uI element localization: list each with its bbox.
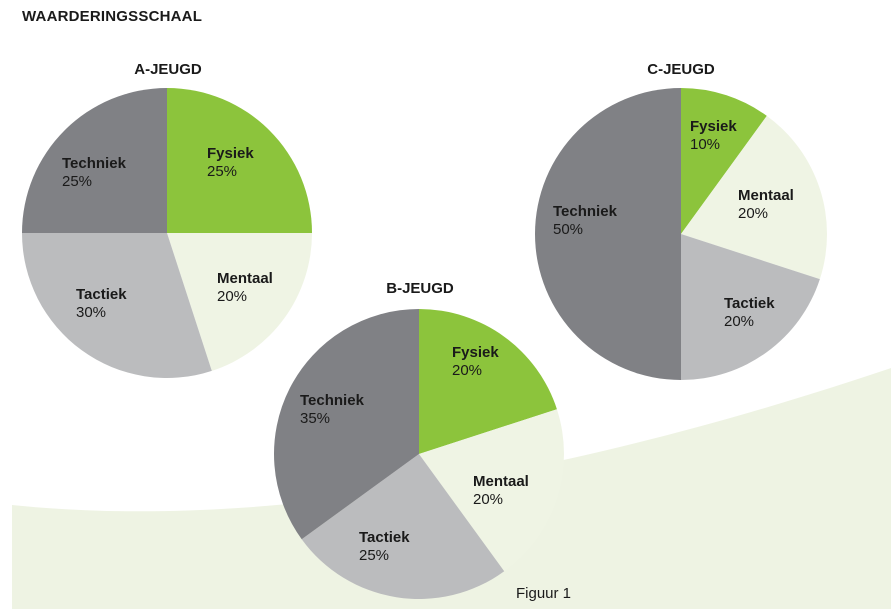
- slice-value-label: 20%: [724, 313, 754, 330]
- pie-slice-a-jeugd-mentaal: [167, 233, 312, 371]
- slice-category-label: Techniek: [553, 203, 618, 220]
- slice-value-label: 25%: [359, 547, 389, 564]
- pie-charts: Fysiek 25%Mentaal 20%Tactiek 30%Techniek 25%…: [22, 88, 827, 599]
- slice-label-a-jeugd-mentaal: Mentaal 20%: [217, 270, 273, 305]
- slice-category-label: Fysiek: [452, 344, 499, 361]
- slice-category-label: Tactiek: [724, 295, 775, 312]
- pie-slice-b-jeugd-mentaal: [419, 409, 564, 572]
- pie-slice-b-jeugd-fysiek: [419, 309, 557, 454]
- slice-value-label: 30%: [76, 304, 106, 321]
- slice-category-label: Mentaal: [738, 187, 794, 204]
- slice-value-label: 20%: [473, 491, 503, 508]
- pie-slice-b-jeugd-techniek: [273, 309, 419, 540]
- slice-label-b-jeugd-tactiek: Tactiek 25%: [359, 529, 410, 564]
- pie-slice-c-jeugd-tactiek: [681, 234, 820, 380]
- slice-label-b-jeugd-fysiek: Fysiek 20%: [452, 344, 499, 379]
- slice-category-label: Mentaal: [473, 473, 529, 490]
- pie-slice-c-jeugd-techniek: [535, 88, 681, 380]
- slice-label-c-jeugd-tactiek: Tactiek 20%: [724, 295, 775, 330]
- chart-title-c-jeugd: C-JEUGD: [647, 61, 715, 78]
- slice-category-label: Tactiek: [76, 286, 127, 303]
- slice-value-label: 20%: [452, 362, 482, 379]
- slice-label-a-jeugd-fysiek: Fysiek 25%: [207, 145, 254, 180]
- slice-category-label: Techniek: [62, 155, 127, 172]
- chart-title-a-jeugd: A-JEUGD: [134, 61, 202, 78]
- slice-category-label: Fysiek: [690, 118, 737, 135]
- slice-category-label: Mentaal: [217, 270, 273, 287]
- pie-slice-a-jeugd-fysiek: [167, 88, 312, 233]
- slice-label-c-jeugd-mentaal: Mentaal 20%: [738, 187, 794, 222]
- pie-slice-b-jeugd-tactiek: [301, 454, 505, 599]
- slice-category-label: Techniek: [300, 392, 365, 409]
- pie-slice-a-jeugd-tactiek: [22, 233, 212, 378]
- slice-category-label: Tactiek: [359, 529, 410, 546]
- slice-category-label: Fysiek: [207, 145, 254, 162]
- figure-caption: Figuur 1: [516, 585, 572, 602]
- slice-value-label: 25%: [207, 163, 237, 180]
- pie-slice-c-jeugd-fysiek: [681, 88, 767, 234]
- slice-label-c-jeugd-techniek: Techniek 50%: [553, 203, 618, 238]
- slice-value-label: 20%: [217, 288, 247, 305]
- pie-slice-a-jeugd-techniek: [22, 88, 167, 233]
- slice-label-b-jeugd-techniek: Techniek 35%: [300, 392, 365, 427]
- slice-label-c-jeugd-fysiek: Fysiek 10%: [690, 118, 737, 153]
- slice-value-label: 35%: [300, 410, 330, 427]
- slice-value-label: 25%: [62, 173, 92, 190]
- pie-slice-c-jeugd-mentaal: [681, 115, 827, 280]
- page-heading: WAARDERINGSSCHAAL: [22, 8, 203, 25]
- chart-title-b-jeugd: B-JEUGD: [386, 280, 454, 297]
- slice-value-label: 50%: [553, 221, 583, 238]
- slice-label-b-jeugd-mentaal: Mentaal 20%: [473, 473, 529, 508]
- slice-value-label: 10%: [690, 136, 720, 153]
- slice-value-label: 20%: [738, 205, 768, 222]
- slice-label-a-jeugd-techniek: Techniek 25%: [62, 155, 127, 190]
- slice-label-a-jeugd-tactiek: Tactiek 30%: [76, 286, 127, 321]
